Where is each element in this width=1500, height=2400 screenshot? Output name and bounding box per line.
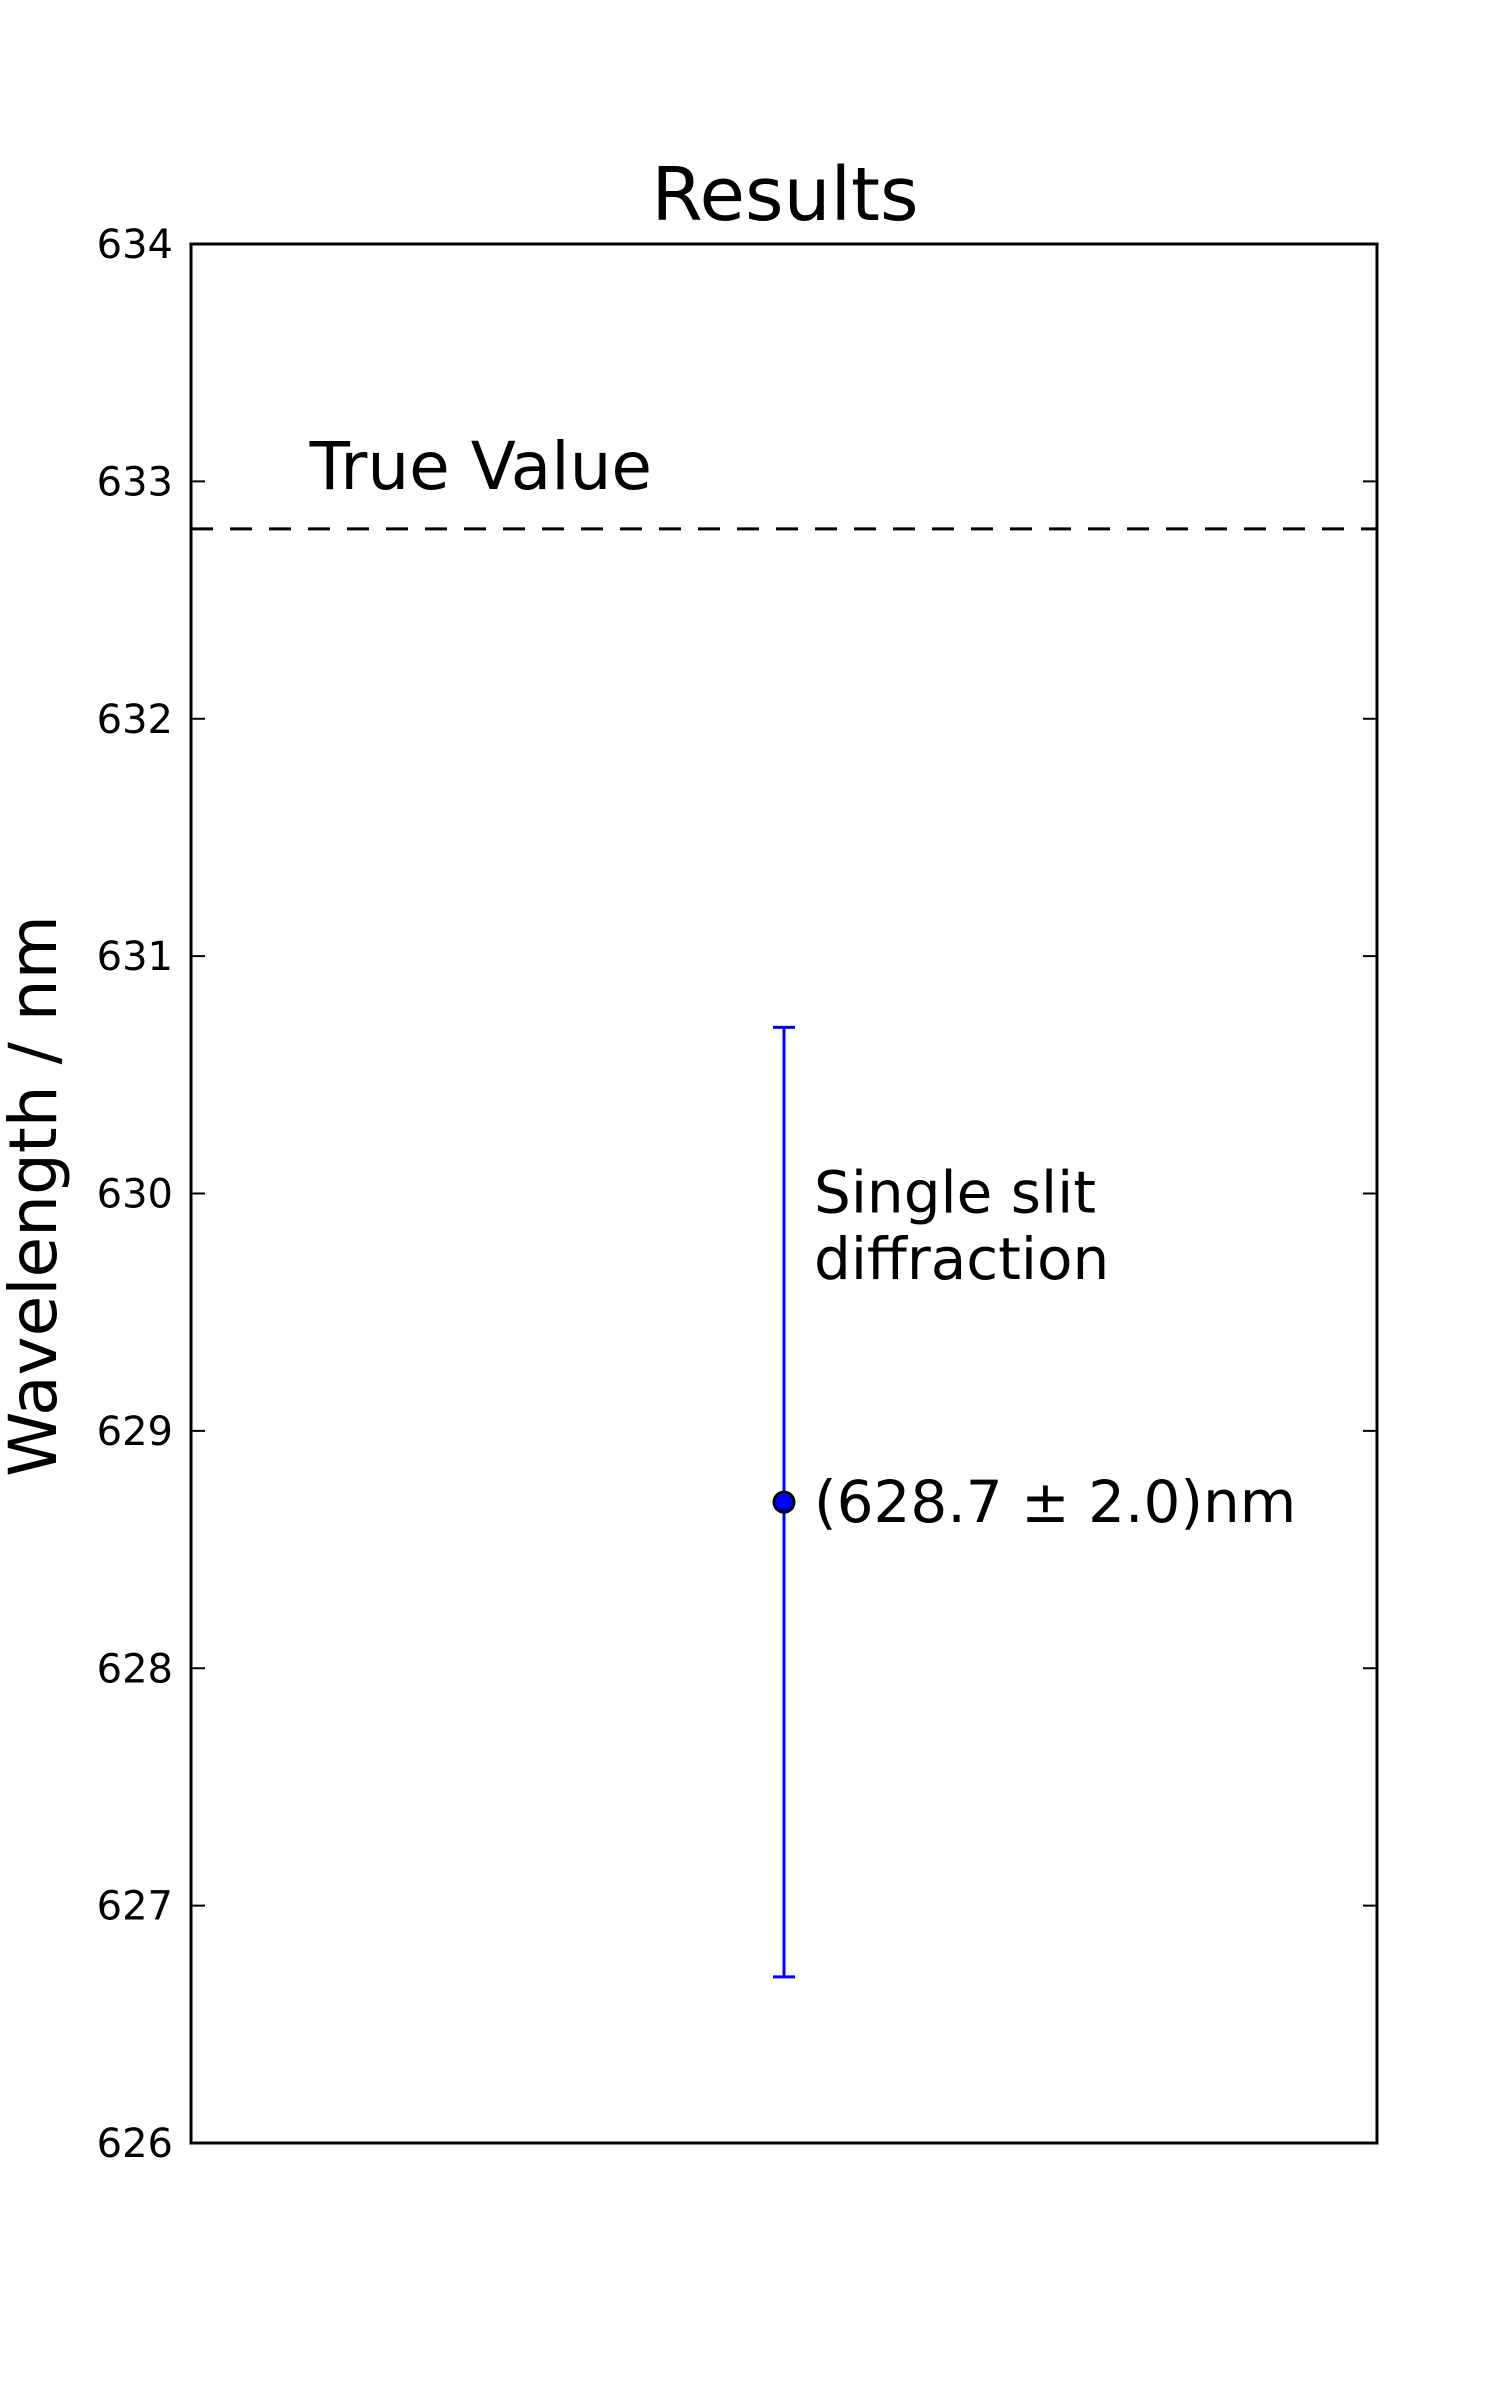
chart-title: Results <box>651 152 918 238</box>
true-value-label: True Value <box>309 428 652 505</box>
y-tick-label: 628 <box>97 1646 173 1692</box>
result-label: (628.7 ± 2.0)nm <box>814 1468 1296 1536</box>
y-axis-label: Wavelength / nm <box>0 915 72 1477</box>
y-tick-label: 630 <box>97 1172 173 1218</box>
method-label-line2: diffraction <box>814 1225 1109 1293</box>
method-label-line1: Single slit <box>814 1158 1096 1226</box>
y-axis-tick-labels: 626 627 628 629 630 631 632 633 634 <box>97 222 173 2167</box>
y-tick-label: 629 <box>97 1409 173 1455</box>
data-points <box>772 1025 796 1979</box>
plot-frame <box>189 242 1379 2145</box>
y-tick-label: 626 <box>97 2121 173 2167</box>
y-tick-label: 631 <box>97 934 173 980</box>
y-tick-label: 632 <box>97 697 173 743</box>
y-tick-label: 627 <box>97 1884 173 1930</box>
y-tick-label: 633 <box>97 459 173 505</box>
data-point <box>772 1490 796 1514</box>
y-tick-label: 634 <box>97 222 173 268</box>
